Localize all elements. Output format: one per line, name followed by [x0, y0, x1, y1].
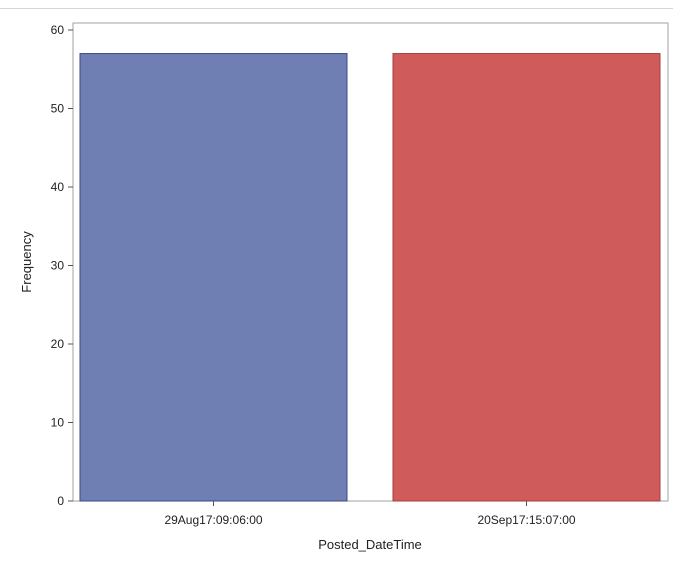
x-axis: 29Aug17:09:06:00 20Sep17:15:07:00 [164, 501, 576, 527]
x-tick-label: 20Sep17:15:07:00 [477, 513, 575, 527]
y-tick-label: 10 [51, 416, 65, 430]
y-tick-label: 20 [51, 337, 65, 351]
y-tick-label: 60 [51, 23, 65, 37]
x-axis-title: Posted_DateTime [318, 537, 422, 552]
bar-2 [392, 53, 661, 502]
y-tick-label: 0 [57, 494, 64, 508]
top-divider [0, 8, 673, 9]
bars-group [79, 53, 661, 502]
y-tick-label: 30 [51, 259, 65, 273]
y-tick-label: 50 [51, 102, 65, 116]
x-tick-label: 29Aug17:09:06:00 [164, 513, 262, 527]
y-tick-label: 40 [51, 180, 65, 194]
y-axis: 0 10 20 30 40 50 60 [51, 23, 73, 508]
plot-area-frame [72, 22, 669, 502]
bar-1 [79, 53, 348, 502]
y-axis-title: Frequency [19, 231, 34, 293]
